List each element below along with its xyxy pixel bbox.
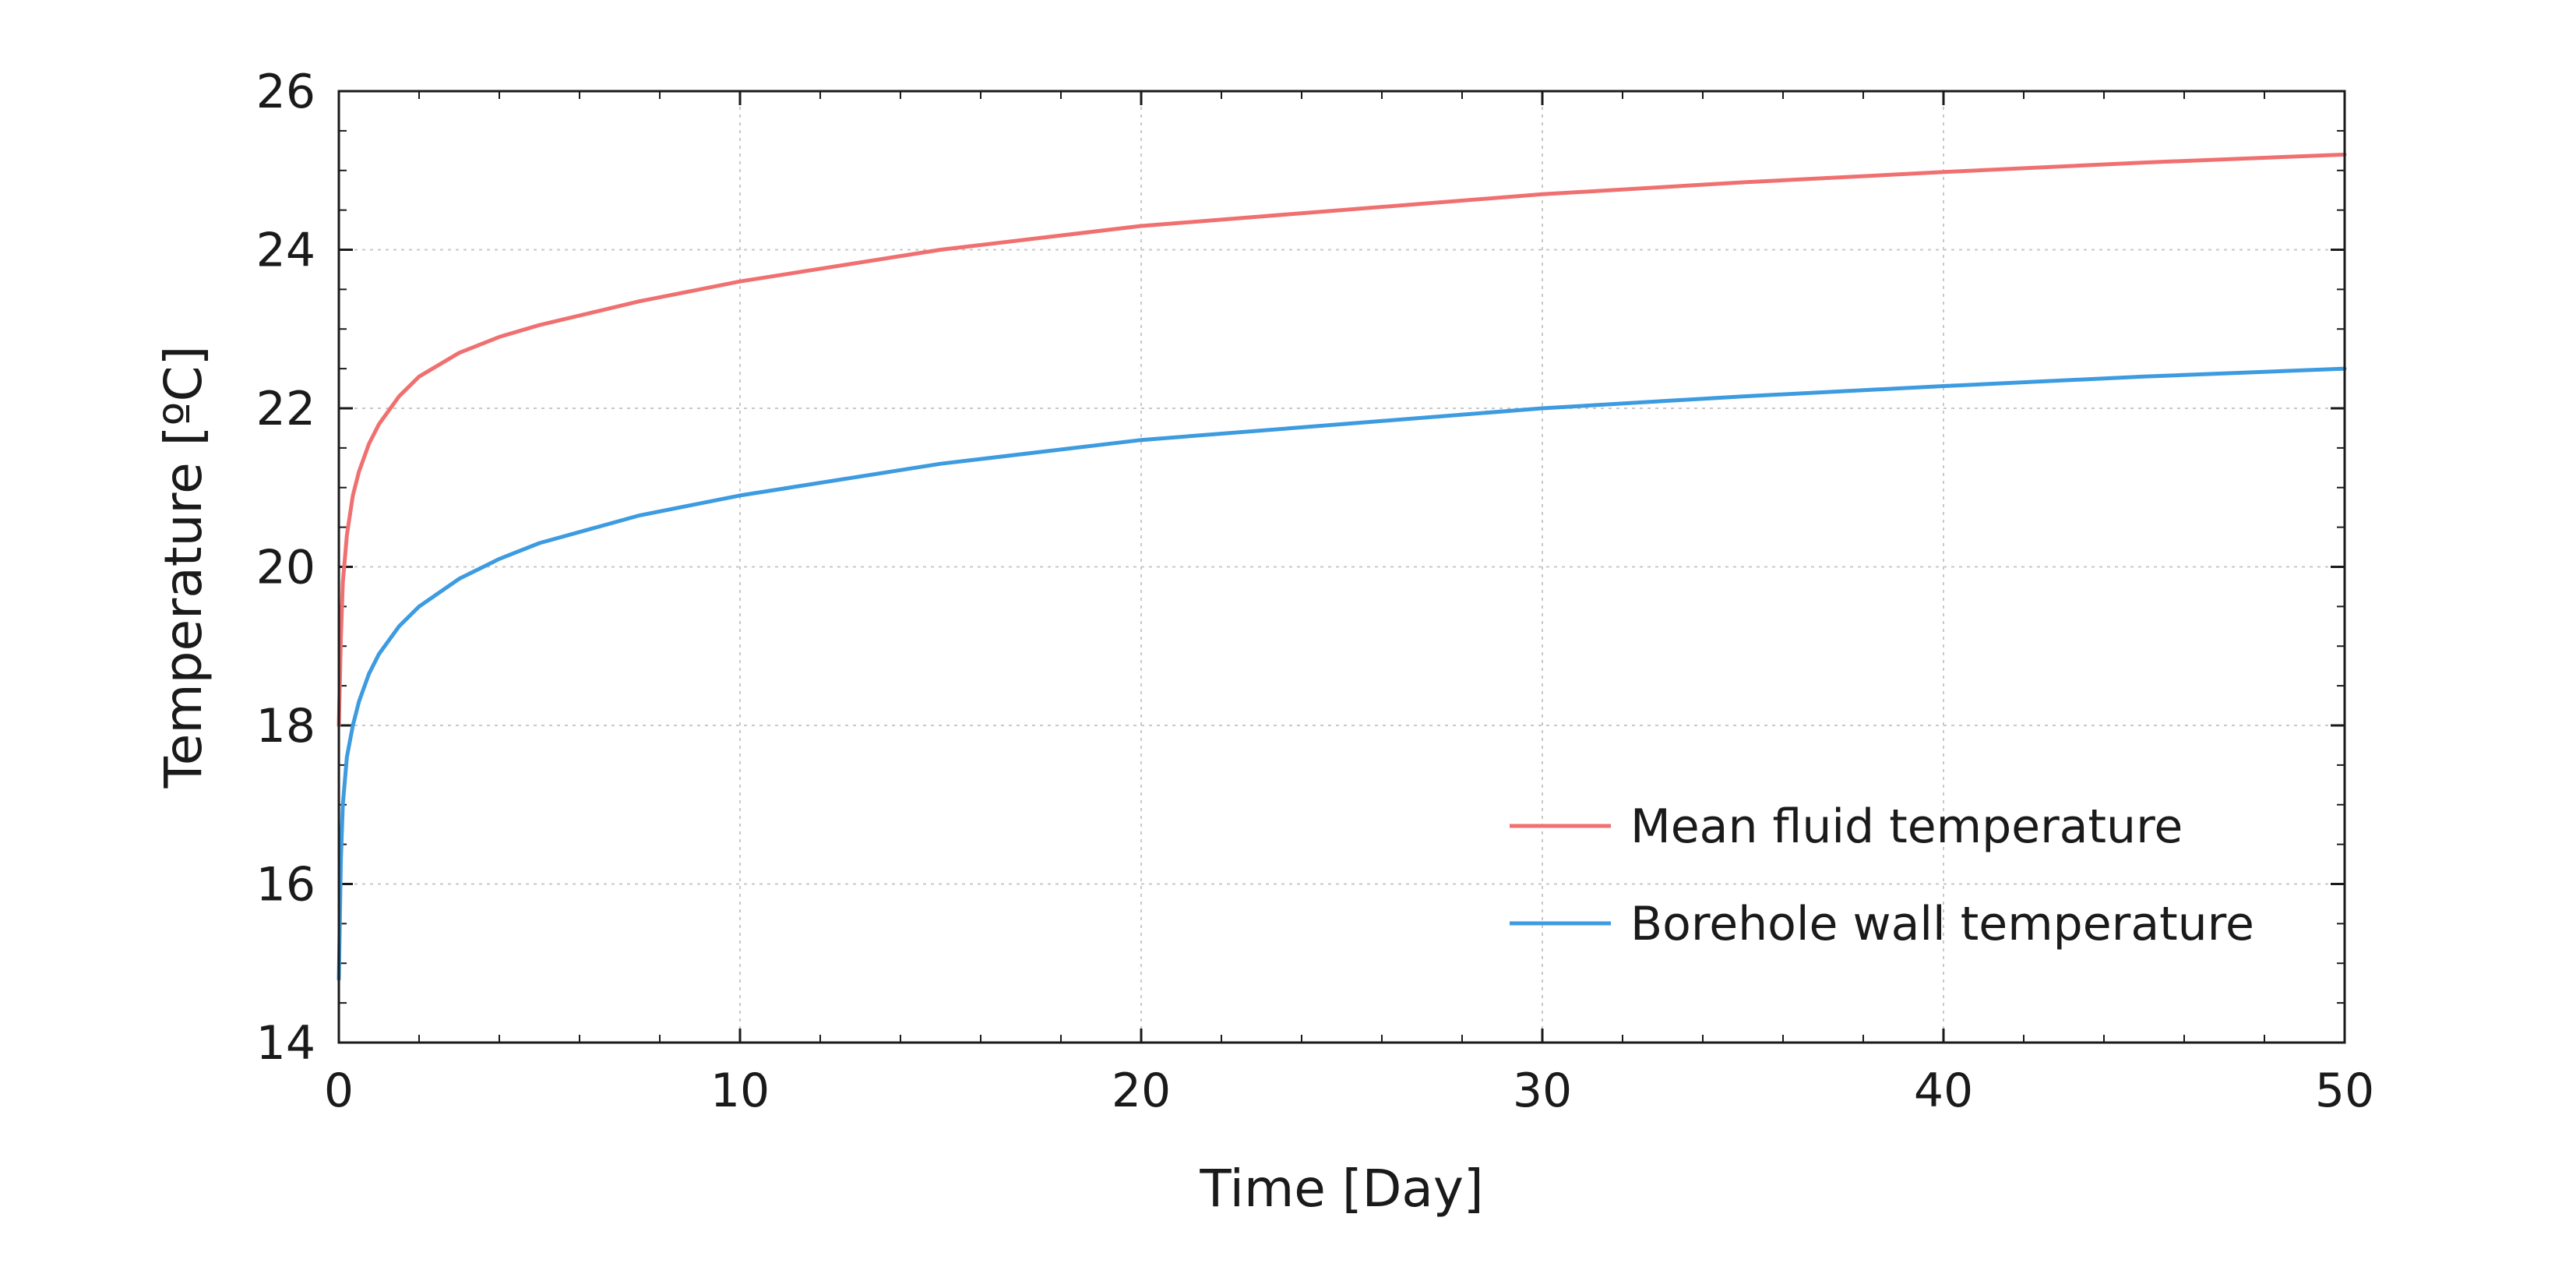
x-tick-label: 0 [324, 1064, 354, 1118]
minor-ticks [339, 91, 2345, 1043]
x-tick-label: 20 [1112, 1064, 1171, 1118]
x-tick-label: 10 [710, 1064, 770, 1118]
y-axis-label: Temperature [ºC] [153, 346, 213, 789]
y-tick-label: 26 [256, 65, 315, 119]
y-tick-label: 22 [256, 382, 315, 436]
legend-label-0: Mean fluid temperature [1630, 799, 2183, 854]
y-tick-label: 24 [256, 224, 315, 278]
series-group [337, 152, 2347, 982]
x-axis-label: Time [Day] [1199, 1159, 1483, 1219]
plot-frame [337, 90, 2346, 1044]
y-tick-label: 20 [256, 541, 315, 595]
y-tick-labels: 14 16 18 20 22 24 26 [256, 65, 315, 1071]
y-tick-label: 16 [256, 858, 315, 912]
x-tick-label: 30 [1513, 1064, 1572, 1118]
series-line-1 [337, 366, 2347, 982]
x-tick-label: 50 [2315, 1064, 2374, 1118]
x-tick-labels: 0 10 20 30 40 50 [324, 1064, 2374, 1118]
legend: Mean fluid temperature Borehole wall temp… [1510, 799, 2254, 951]
y-tick-label: 18 [256, 699, 315, 753]
legend-label-1: Borehole wall temperature [1630, 897, 2254, 951]
series-line-0 [337, 152, 2347, 728]
y-tick-label: 14 [256, 1016, 315, 1071]
grid [339, 91, 2345, 1043]
x-tick-label: 40 [1914, 1064, 1973, 1118]
